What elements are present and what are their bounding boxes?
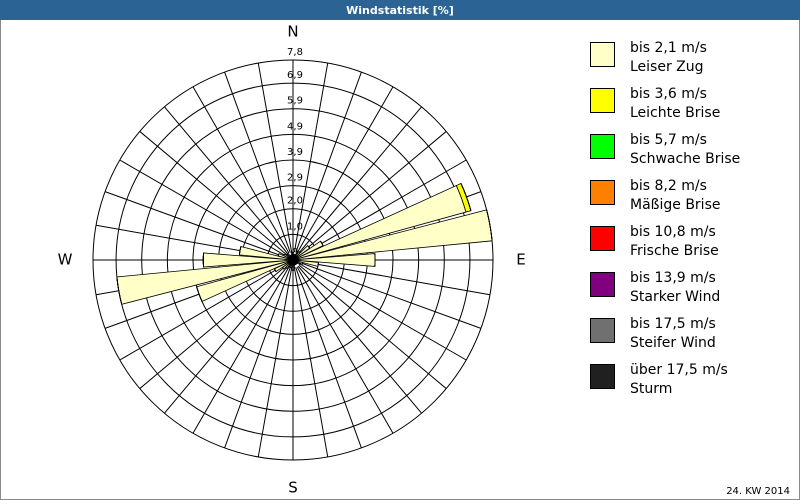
legend-description: Frische Brise [630,243,719,259]
legend-description: Schwache Brise [630,151,740,167]
r-tick-label: 3,9 [287,147,303,158]
legend-label: bis 13,9 m/s [630,270,716,286]
legend-description: Steifer Wind [630,335,716,351]
legend-swatch [591,227,615,251]
legend-swatch [591,319,615,343]
legend-swatch [591,43,615,67]
r-tick-label: 2,0 [287,196,303,207]
legend-swatch [591,365,615,389]
legend-description: Leichte Brise [630,105,720,121]
r-tick-label: 5,9 [287,96,303,107]
legend-label: bis 3,6 m/s [630,86,707,102]
legend-label: bis 8,2 m/s [630,178,707,194]
legend-swatch [591,89,615,113]
legend-label: bis 17,5 m/s [630,316,716,332]
wedge [302,263,303,265]
direction-label: E [516,251,525,269]
legend-label: bis 10,8 m/s [630,224,716,240]
legend-swatch [591,135,615,159]
legend-label: über 17,5 m/s [630,362,728,378]
legend-label: bis 5,7 m/s [630,132,707,148]
r-tick-label: 2,9 [287,173,303,184]
legend-description: Mäßige Brise [630,197,720,213]
legend-description: Leiser Zug [630,59,704,75]
direction-label: S [288,479,298,497]
footer: 24. KW 2014 [726,486,790,497]
legend-swatch [591,273,615,297]
r-tick-label: 4,9 [287,121,303,132]
legend-swatch [591,181,615,205]
legend-label: bis 2,1 m/s [630,40,707,56]
r-tick-label: 6,9 [287,70,303,81]
legend-description: Sturm [630,381,672,397]
r-tick-label: 1,0 [287,221,303,232]
direction-label: W [58,251,73,269]
chart-title: Windstatistik [%] [346,4,454,17]
wedge [299,263,300,264]
r-tick-label: 7,8 [287,47,303,58]
legend-description: Starker Wind [630,289,720,305]
direction-label: N [287,23,298,41]
